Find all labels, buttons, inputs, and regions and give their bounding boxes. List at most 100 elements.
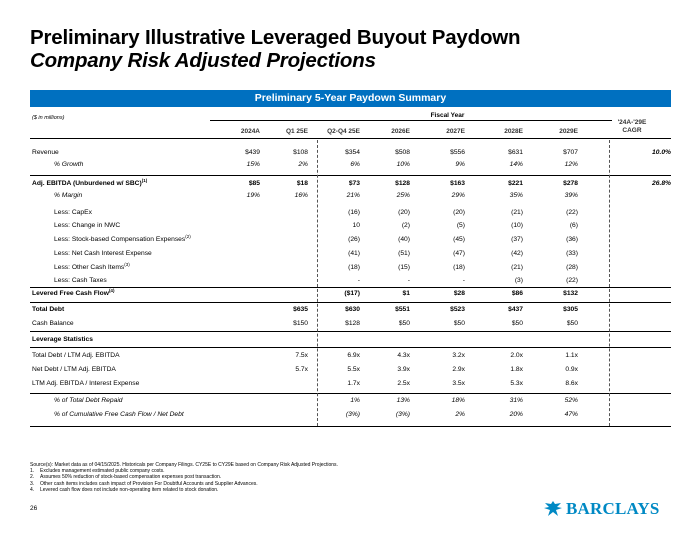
row-rule	[30, 175, 671, 176]
table-cell: 19%	[246, 192, 260, 199]
table-cell: $221	[508, 180, 523, 187]
table-cell: $437	[508, 306, 523, 313]
row-label: Total Debt / LTM Adj. EBITDA	[32, 352, 120, 359]
row-label: Less: Other Cash Items(3)	[54, 261, 130, 271]
row-label: Levered Free Cash Flow(4)	[32, 287, 115, 297]
table-cell: (10)	[511, 222, 523, 229]
row-label: Net Debt / LTM Adj. EBITDA	[32, 366, 116, 373]
table-cell: $630	[345, 306, 360, 313]
column-header: 2028E	[504, 128, 523, 135]
footnote: 3. Other cash items includes cash impact …	[30, 480, 258, 487]
column-header-row: 2024A Q1 25E Q2-Q4 25E 2026E 2027E 2028E…	[30, 128, 671, 138]
projection-divider	[317, 140, 318, 426]
table-row: Leverage Statistics	[30, 336, 671, 348]
footnote: 1. Excludes management estimated public c…	[30, 468, 165, 475]
table-cell: 35%	[509, 192, 523, 199]
table-cell: 2%	[298, 161, 308, 168]
table-row: Less: Other Cash Items(3) (18) (15) (18) (21…	[30, 261, 671, 276]
units-note: ($ in millions)	[32, 115, 65, 121]
fiscal-year-header: Fiscal Year	[430, 112, 465, 119]
table-cell: 2.5x	[397, 380, 410, 387]
table-cell: $163	[450, 180, 465, 187]
table-cell: (3)	[514, 277, 523, 284]
column-header: Q1 25E	[285, 128, 308, 135]
table-cell: $523	[450, 306, 465, 313]
table-cell: 9%	[455, 161, 465, 168]
section-banner: Preliminary 5-Year Paydown Summary	[30, 90, 671, 107]
table-cell: 2%	[455, 411, 465, 418]
table-cell: 4.3x	[397, 352, 410, 359]
page-number: 26	[30, 505, 38, 512]
table-cell: 0.9x	[565, 366, 578, 373]
table-cell: 1.7x	[347, 380, 360, 387]
table-cell: 12%	[564, 161, 578, 168]
table-row: Revenue $439 $108 $354 $508 $556 $631 $707 10.0%	[30, 149, 671, 161]
table-cell: $50	[566, 320, 578, 327]
table-cell: 39%	[564, 192, 578, 199]
table-cell: (3%)	[345, 411, 360, 418]
table-row: Less: Net Cash Interest Expense (41) (51) (…	[30, 250, 671, 262]
table-row: Levered Free Cash Flow(4) ($17) $1 $28 $86 $1…	[30, 287, 671, 302]
source-note: Source(s): Market data as of 04/15/2025.…	[30, 462, 338, 468]
table-cell: $305	[563, 306, 578, 313]
table-row: Adj. EBITDA (Unburdened w/ SBC)(1) $85 $18…	[30, 177, 671, 192]
table-row: Less: CapEx (16) (20) (20) (21) (22)	[30, 209, 671, 221]
table-cell: 6.9x	[347, 352, 360, 359]
barclays-logo: BARCLAYS	[543, 498, 660, 520]
table-cell: $707	[563, 149, 578, 156]
row-label: Less: CapEx	[54, 209, 92, 216]
table-cell: (20)	[398, 209, 410, 216]
table-row: Less: Change in NWC 10 (2) (5) (10) (6)	[30, 222, 671, 234]
table-cell: $278	[563, 180, 578, 187]
row-rule	[30, 302, 671, 303]
table-cell: $132	[563, 290, 578, 297]
table-cell: (21)	[511, 209, 523, 216]
table-cell: (33)	[566, 250, 578, 257]
cagr-divider	[609, 140, 610, 426]
table-cell: 1.1x	[565, 352, 578, 359]
table-cell: $508	[395, 149, 410, 156]
table-cell: 29%	[451, 192, 465, 199]
table-row: % of Total Debt Repaid 1% 13% 18% 31% 52%	[30, 397, 671, 409]
table-cell: (28)	[566, 264, 578, 271]
cagr-cell: 10.0%	[652, 149, 671, 156]
table-cell: $1	[402, 290, 410, 297]
table-cell: $150	[293, 320, 308, 327]
table-cell: (36)	[566, 236, 578, 243]
table-cell: (3%)	[395, 411, 410, 418]
row-label: LTM Adj. EBITDA / Interest Expense	[32, 380, 140, 387]
table-row: % of Cumulative Free Cash Flow / Net Deb…	[30, 411, 671, 423]
column-header: 2026E	[391, 128, 410, 135]
table-cell: $354	[345, 149, 360, 156]
row-label: Cash Balance	[32, 320, 74, 327]
table-cell: 20%	[509, 411, 523, 418]
footnote: 2. Assumes 50% reduction of stock-based c…	[30, 474, 222, 481]
row-label: Leverage Statistics	[32, 336, 93, 343]
row-label: % of Cumulative Free Cash Flow / Net Deb…	[54, 411, 184, 418]
row-label: Less: Stock-based Compensation Expenses(…	[54, 233, 191, 243]
table-cell: $86	[511, 290, 523, 297]
table-cell: 3.5x	[452, 380, 465, 387]
table-cell: (42)	[511, 250, 523, 257]
row-rule	[30, 426, 671, 427]
table-row: LTM Adj. EBITDA / Interest Expense 1.7x 2.…	[30, 380, 671, 392]
table-cell: 5.3x	[510, 380, 523, 387]
table-cell: $635	[293, 306, 308, 313]
row-label: Less: Change in NWC	[54, 222, 121, 229]
table-cell: (18)	[348, 264, 360, 271]
table-cell: 10	[352, 222, 360, 229]
row-label: Adj. EBITDA (Unburdened w/ SBC)(1)	[32, 177, 148, 187]
table-cell: 8.6x	[565, 380, 578, 387]
table-cell: (5)	[456, 222, 465, 229]
row-label: % Growth	[54, 161, 84, 168]
table-cell: (47)	[453, 250, 465, 257]
table-cell: 3.2x	[452, 352, 465, 359]
table-cell: $85	[248, 180, 260, 187]
table-cell: 31%	[509, 397, 523, 404]
table-cell: 1.8x	[510, 366, 523, 373]
table-row: Less: Stock-based Compensation Expenses(…	[30, 233, 671, 248]
table-cell: (15)	[398, 264, 410, 271]
row-rule	[30, 287, 671, 288]
table-cell: (22)	[566, 277, 578, 284]
table-cell: (22)	[566, 209, 578, 216]
